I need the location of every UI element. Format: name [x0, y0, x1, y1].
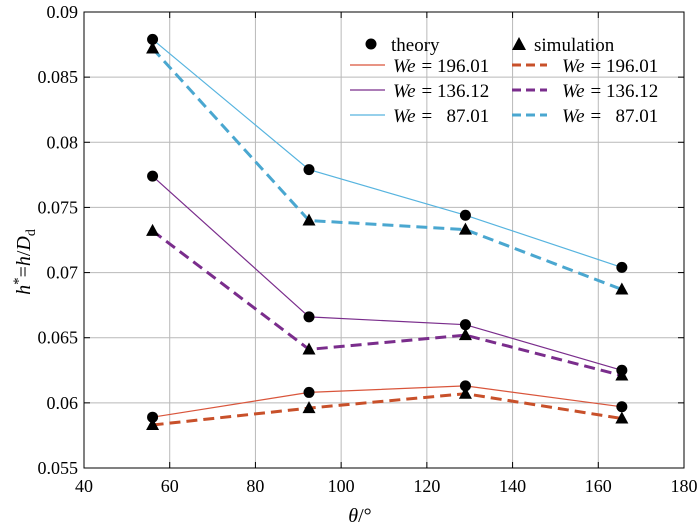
x-tick-label: 40 — [75, 476, 93, 496]
y-tick-label: 0.08 — [47, 132, 79, 152]
y-axis-h: h — [13, 285, 35, 295]
theory-point — [147, 170, 159, 182]
legend-we-symbol: We — [562, 81, 585, 102]
legend-simulation-title: simulation — [534, 35, 615, 56]
x-tick-label: 60 — [161, 476, 179, 496]
theory-point — [459, 319, 471, 331]
theory-point — [303, 311, 315, 323]
ticks: 40 60 80 100 120 140 160 180 0.055 0.06 0.065 0.07 0… — [38, 2, 698, 496]
legend-label-theory-136: We = 136.12 — [393, 81, 489, 102]
y-tick-label: 0.075 — [38, 197, 79, 217]
legend-theory-marker — [365, 38, 377, 50]
theory-point — [616, 261, 628, 273]
theory-point — [303, 386, 315, 398]
legend: theory simulation We = 196.01 We = 196.01 … — [350, 35, 658, 127]
y-tick-label: 0.09 — [47, 2, 79, 22]
series-line-theory-we-196-01 — [152, 385, 622, 418]
simulation-point — [458, 328, 472, 341]
simulation-point — [302, 401, 316, 414]
simulation-point — [146, 418, 160, 431]
legend-we-symbol: We — [562, 106, 585, 127]
theory-point — [147, 33, 159, 45]
legend-row-we-87: We = 87.01 We = 87.01 — [350, 106, 658, 127]
legend-row-we-196: We = 196.01 We = 196.01 — [350, 56, 658, 77]
legend-we-value: = 136.12 — [422, 81, 490, 102]
legend-row-we-136: We = 136.12 We = 136.12 — [350, 81, 658, 102]
x-tick-label: 160 — [585, 476, 612, 496]
legend-we-symbol: We — [393, 56, 416, 77]
legend-label-theory-87: We = 87.01 — [393, 106, 489, 127]
series-line-theory-we-87-01 — [152, 38, 623, 268]
simulation-point — [146, 41, 160, 54]
series-line-simulation-we-87-01 — [151, 47, 623, 291]
legend-we-value: = 196.01 — [591, 56, 659, 77]
y-axis-sub: d — [24, 229, 39, 236]
legend-we-symbol: We — [393, 81, 416, 102]
x-tick-label: 120 — [413, 476, 440, 496]
series-line-simulation-we-196-01 — [152, 392, 623, 427]
legend-we-symbol: We — [393, 106, 416, 127]
theory-point — [616, 401, 628, 413]
y-tick-label: 0.07 — [47, 263, 79, 283]
theory-point — [303, 164, 315, 176]
theory-point — [459, 209, 471, 221]
y-axis-label: h*=h/Dd — [11, 229, 39, 295]
x-tick-label: 180 — [671, 476, 698, 496]
theory-point — [459, 380, 471, 392]
simulation-point — [302, 213, 316, 226]
theory-point — [147, 411, 159, 423]
series-line-theory-we-136-12 — [152, 175, 623, 371]
simulation-point — [458, 222, 472, 235]
legend-label-sim-196: We = 196.01 — [562, 56, 658, 77]
y-axis-eq: = — [13, 266, 35, 277]
legend-we-value: = 196.01 — [422, 56, 490, 77]
y-tick-label: 0.085 — [38, 67, 79, 87]
x-tick-label: 100 — [328, 476, 355, 496]
legend-we-symbol: We — [562, 56, 585, 77]
series-line-simulation-we-136-12 — [151, 229, 623, 377]
legend-label-sim-136: We = 136.12 — [562, 81, 658, 102]
legend-simulation-marker — [512, 37, 526, 50]
x-tick-label: 140 — [499, 476, 526, 496]
legend-we-value: = 136.12 — [591, 81, 659, 102]
x-axis-theta: θ — [348, 505, 358, 527]
y-axis-star: * — [11, 277, 27, 285]
legend-we-value: = 87.01 — [591, 106, 659, 127]
legend-we-value: = 87.01 — [422, 106, 490, 127]
x-axis-unit: /° — [358, 505, 372, 527]
simulation-point — [458, 386, 472, 399]
plot-frame — [83, 11, 685, 469]
legend-theory-title: theory — [391, 35, 440, 56]
simulation-point — [302, 342, 316, 355]
x-axis-label: θ/° — [348, 505, 371, 527]
y-tick-label: 0.06 — [47, 393, 79, 413]
legend-label-theory-196: We = 196.01 — [393, 56, 489, 77]
simulation-point — [615, 411, 629, 424]
legend-label-sim-87: We = 87.01 — [562, 106, 658, 127]
simulation-point — [615, 368, 629, 381]
y-axis-d: D — [13, 236, 35, 252]
simulation-point — [615, 282, 629, 295]
x-tick-label: 80 — [246, 476, 264, 496]
series-layer — [146, 33, 629, 431]
y-axis-h2: h — [13, 256, 35, 266]
y-tick-label: 0.065 — [38, 328, 79, 348]
simulation-point — [146, 223, 160, 236]
y-tick-label: 0.055 — [38, 458, 79, 478]
grid — [83, 11, 685, 469]
y-axis-slash: / — [13, 250, 35, 256]
